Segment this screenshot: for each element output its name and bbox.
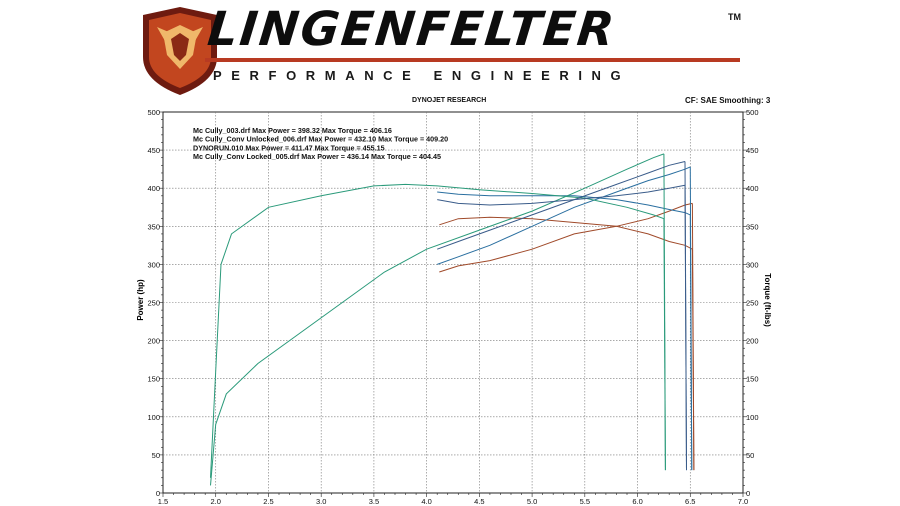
brand-tagline: PERFORMANCE ENGINEERING bbox=[213, 68, 631, 83]
chart-legend: Mc Cully_003.drf Max Power = 398.32 Max … bbox=[193, 126, 448, 161]
y-tick-label-left: 450 bbox=[147, 146, 160, 155]
y-tick-label-left: 300 bbox=[147, 260, 160, 269]
y-tick-label-right: 250 bbox=[746, 299, 759, 308]
x-tick-label: 2.5 bbox=[263, 497, 273, 506]
x-tick-label: 4.0 bbox=[421, 497, 431, 506]
series-line-power bbox=[437, 166, 691, 265]
y-tick-label-left: 250 bbox=[147, 299, 160, 308]
y-tick-label-right: 400 bbox=[746, 184, 759, 193]
y-tick-label-right: 200 bbox=[746, 337, 759, 346]
shield-logo-icon bbox=[143, 7, 217, 95]
x-tick-label: 3.5 bbox=[369, 497, 379, 506]
y-tick-label-left: 150 bbox=[147, 375, 160, 384]
chart-meta: CF: SAE Smoothing: 3 bbox=[685, 96, 771, 105]
y-tick-label-left: 350 bbox=[147, 222, 160, 231]
y-tick-label-right: 50 bbox=[746, 451, 754, 460]
series-line-power bbox=[210, 153, 665, 486]
y-tick-label-right: 0 bbox=[746, 489, 750, 498]
chart-grid bbox=[159, 111, 747, 497]
brand-rule bbox=[205, 58, 740, 62]
y-axis-label-left: Power (hp) bbox=[136, 279, 145, 321]
y-axis-label-right: Torque (ft-lbs) bbox=[763, 273, 772, 327]
legend-entry: Mc Cully_Conv Locked_005.drf Max Power =… bbox=[193, 152, 441, 161]
trademark-mark: TM bbox=[728, 12, 741, 22]
x-tick-label: 5.0 bbox=[527, 497, 537, 506]
chart-title: DYNOJET RESEARCH bbox=[412, 97, 487, 104]
series-dropoff-torque bbox=[684, 185, 687, 471]
y-tick-label-right: 500 bbox=[746, 108, 759, 117]
y-tick-label-left: 50 bbox=[152, 451, 160, 460]
series-dropoff-torque bbox=[689, 214, 693, 471]
series-line-torque bbox=[437, 184, 686, 206]
series-line-torque bbox=[439, 216, 693, 250]
y-tick-label-left: 200 bbox=[147, 337, 160, 346]
y-tick-label-right: 150 bbox=[746, 375, 759, 384]
x-tick-label: 4.5 bbox=[474, 497, 484, 506]
brand-header: LINGENFELTER TM PERFORMANCE ENGINEERING bbox=[0, 0, 900, 95]
x-tick-label: 6.0 bbox=[632, 497, 642, 506]
x-tick-label: 1.5 bbox=[158, 497, 168, 506]
legend-entry: Mc Cully_003.drf Max Power = 398.32 Max … bbox=[193, 126, 392, 135]
y-tick-label-right: 300 bbox=[746, 260, 759, 269]
chart-ticks: 1.5 2.0 2.5 3.0 3.5 4.0 4.5 5.0 5.5 6.0 6.5 7.00 050… bbox=[147, 108, 758, 506]
y-tick-label-left: 100 bbox=[147, 413, 160, 422]
chart-series bbox=[210, 153, 695, 486]
legend-entry: DYNORUN.010 Max Power = 411.47 Max Torqu… bbox=[193, 143, 385, 152]
x-tick-label: 2.0 bbox=[211, 497, 221, 506]
y-tick-label-right: 350 bbox=[746, 222, 759, 231]
x-tick-label: 5.5 bbox=[580, 497, 590, 506]
legend-entry: Mc Cully_Conv Unlocked_006.drf Max Power… bbox=[193, 135, 448, 144]
series-line-torque bbox=[210, 183, 665, 478]
series-line-power bbox=[439, 202, 693, 273]
x-tick-label: 6.5 bbox=[685, 497, 695, 506]
y-tick-label-right: 450 bbox=[746, 146, 759, 155]
y-tick-label-right: 100 bbox=[746, 413, 759, 422]
y-tick-label-left: 400 bbox=[147, 184, 160, 193]
series-dropoff-torque bbox=[691, 249, 695, 471]
y-tick-label-left: 500 bbox=[147, 108, 160, 117]
x-tick-label: 3.0 bbox=[316, 497, 326, 506]
x-tick-label: 7.0 bbox=[738, 497, 748, 506]
y-tick-label-left: 0 bbox=[156, 489, 160, 498]
series-dropoff-torque bbox=[663, 218, 666, 471]
